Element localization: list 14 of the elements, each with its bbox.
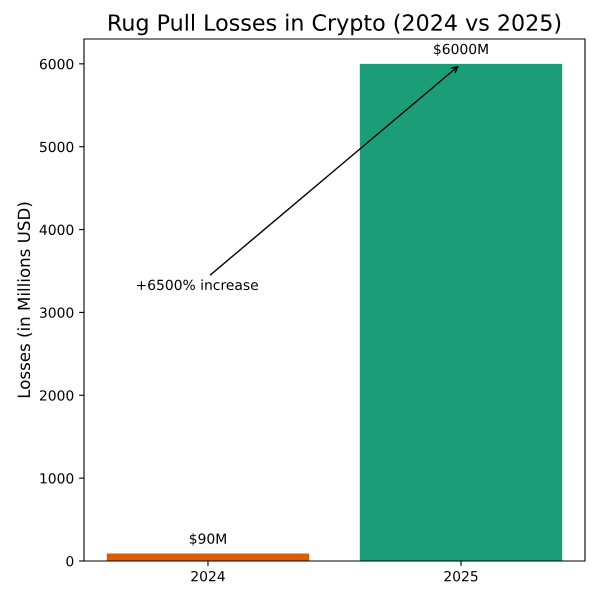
y-tick-label: 5000 xyxy=(40,142,74,152)
y-axis-title: Losses (in Millions USD) xyxy=(17,202,32,398)
y-tick-label: 1000 xyxy=(40,473,74,484)
y-tick-label: 2000 xyxy=(40,390,74,401)
x-tick-label: 2024 xyxy=(191,570,225,582)
y-tick-label: 6000 xyxy=(40,58,74,70)
data-label: $90M xyxy=(190,533,226,546)
y-tick-label: 0 xyxy=(66,556,74,566)
y-tick-label: 3000 xyxy=(40,307,74,318)
x-tick-label: 2025 xyxy=(444,570,478,582)
chart-title: Rug Pull Losses in Crypto (2024 vs 2025) xyxy=(109,14,560,36)
y-tick-label: 4000 xyxy=(40,224,74,236)
annotation: +6500% increase xyxy=(137,279,258,290)
data-label: $6000M xyxy=(434,43,488,56)
